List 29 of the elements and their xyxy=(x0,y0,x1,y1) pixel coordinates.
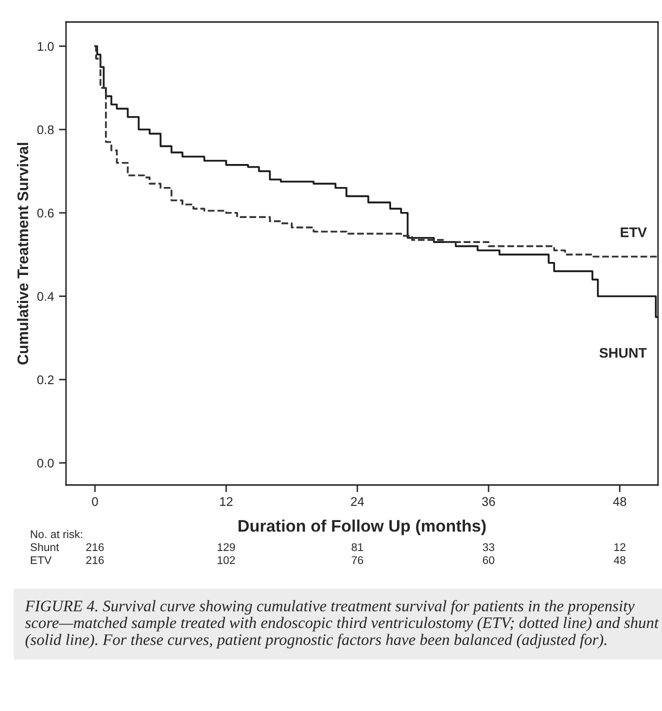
text: SHUNT xyxy=(599,348,647,358)
y-tick-label: 0.0 xyxy=(37,458,54,468)
y-tick-label: 1.0 xyxy=(38,42,54,51)
caption: FIGURE 4. Survival curve showing cumulative treatment survival for patients in the propensity score—matched sample treated with endoscopic third ventriculostomy (ETV; dotted line) and shunt (solid line). For these curves, patient prognostic factors have been balanced (adjusted for). xyxy=(24,600,659,648)
x-tick-label: 36 xyxy=(482,497,495,506)
text: Shunt xyxy=(30,542,59,552)
y-tick-label: 0.2 xyxy=(37,375,54,384)
x-tick-label: 0 xyxy=(92,497,98,506)
y-tick-label: 0.6 xyxy=(37,208,54,218)
x-tick-label: 12 xyxy=(220,497,232,506)
text: 33 xyxy=(482,543,494,552)
text: 216 xyxy=(86,543,104,552)
x-tick-label: 24 xyxy=(351,497,364,506)
text: ETV xyxy=(30,556,52,564)
text: No. at risk: xyxy=(30,530,82,538)
text: 12 xyxy=(614,543,626,551)
text: 81 xyxy=(352,543,363,552)
text: 216 xyxy=(86,556,104,564)
x-axis-title: Duration of Follow Up (months) xyxy=(238,520,486,536)
series-label: ETV xyxy=(620,228,647,238)
y-tick-label: 0.8 xyxy=(37,125,54,134)
y-tick-label: 0.4 xyxy=(37,292,54,301)
x-tick-label: 48 xyxy=(613,497,626,506)
text: 102 xyxy=(218,556,235,564)
y-axis-title: Cumulative Treatment Survival xyxy=(17,142,28,365)
text: 76 xyxy=(352,556,364,564)
text: 60 xyxy=(482,556,494,564)
text: 129 xyxy=(218,543,235,552)
text: 48 xyxy=(614,556,626,564)
